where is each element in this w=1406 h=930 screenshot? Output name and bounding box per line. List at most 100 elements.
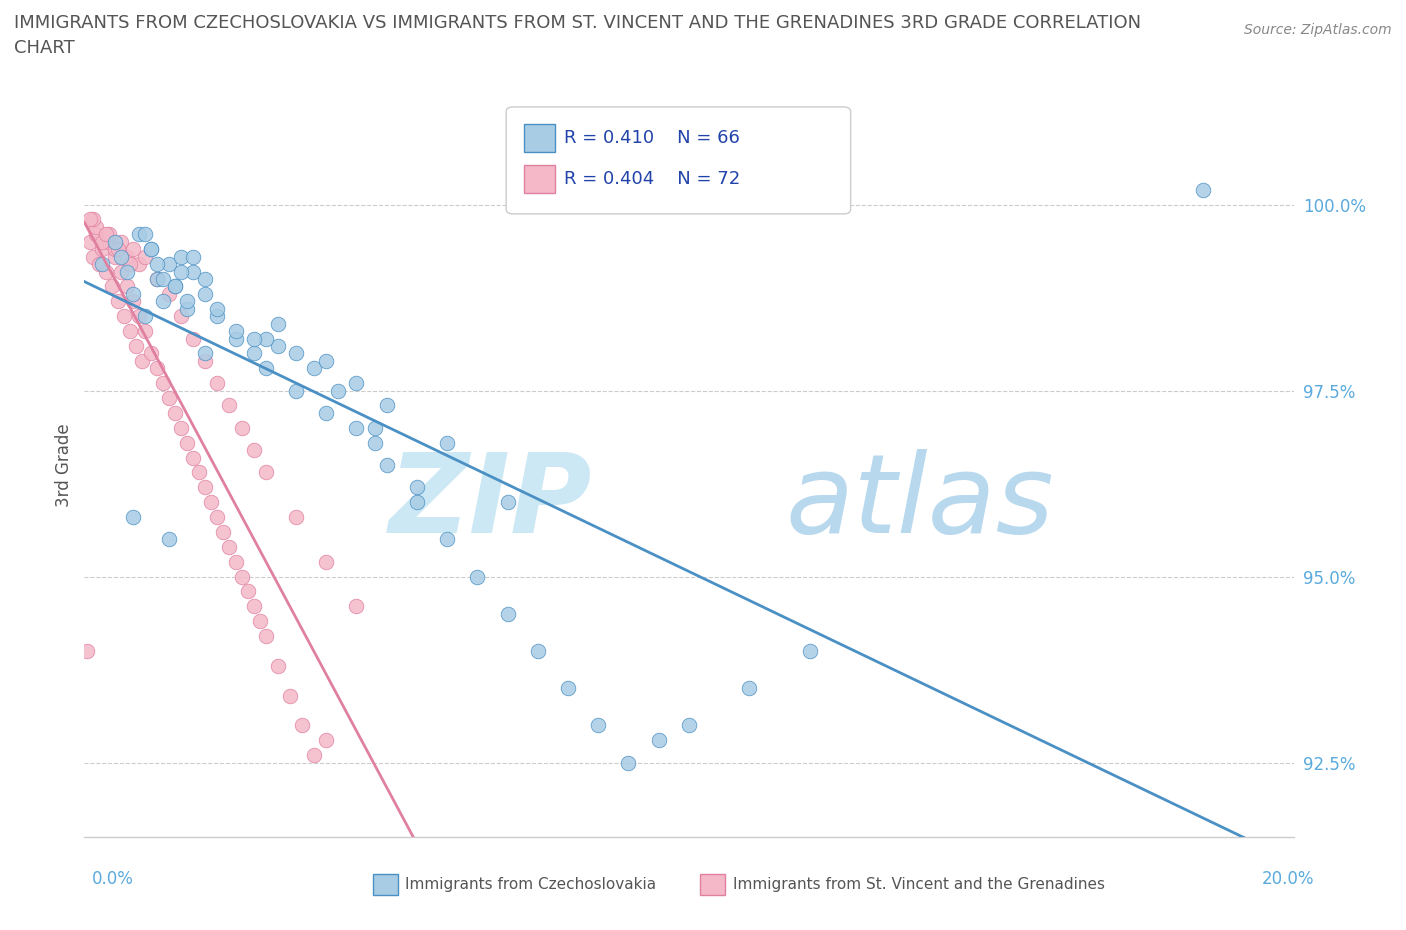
Point: [236, 584, 259, 599]
Point: [194, 480, 217, 495]
Point: [194, 272, 217, 286]
Point: [146, 361, 169, 376]
Point: [86, 219, 108, 234]
Point: [134, 309, 156, 324]
Point: [152, 376, 174, 391]
Point: [363, 435, 385, 450]
Point: [110, 264, 132, 279]
Point: [678, 718, 700, 733]
Text: Immigrants from Czechoslovakia: Immigrants from Czechoslovakia: [405, 877, 657, 892]
Point: [557, 681, 579, 696]
Point: [363, 420, 385, 435]
Point: [375, 458, 398, 472]
Text: CHART: CHART: [14, 39, 75, 57]
Point: [170, 309, 193, 324]
Text: Immigrants from St. Vincent and the Grenadines: Immigrants from St. Vincent and the Gren…: [733, 877, 1105, 892]
Point: [588, 718, 610, 733]
Point: [207, 510, 229, 525]
Point: [82, 212, 104, 227]
Point: [170, 264, 193, 279]
Point: [176, 301, 198, 316]
Point: [267, 658, 290, 673]
Point: [104, 249, 127, 264]
Point: [181, 450, 204, 465]
Point: [436, 532, 458, 547]
Text: atlas: atlas: [786, 448, 1054, 556]
Point: [315, 554, 337, 569]
Point: [139, 346, 162, 361]
Point: [112, 309, 135, 324]
Point: [194, 286, 217, 301]
Point: [207, 301, 229, 316]
Point: [285, 346, 308, 361]
Point: [176, 294, 198, 309]
Point: [100, 279, 122, 294]
Point: [104, 234, 127, 249]
Point: [139, 242, 162, 257]
Point: [225, 331, 247, 346]
Point: [152, 272, 174, 286]
Point: [134, 227, 156, 242]
Point: [254, 629, 277, 644]
Point: [225, 324, 247, 339]
Point: [648, 733, 671, 748]
Point: [496, 606, 519, 621]
Point: [157, 532, 180, 547]
Text: Source: ZipAtlas.com: Source: ZipAtlas.com: [1244, 23, 1392, 37]
Point: [134, 324, 156, 339]
Point: [146, 272, 169, 286]
Point: [315, 405, 337, 420]
Point: [121, 286, 143, 301]
Point: [86, 227, 108, 242]
Point: [231, 420, 253, 435]
Point: [89, 257, 111, 272]
Point: [315, 353, 337, 368]
Point: [165, 279, 187, 294]
Point: [285, 510, 308, 525]
Text: R = 0.404    N = 72: R = 0.404 N = 72: [564, 169, 740, 188]
Point: [139, 242, 162, 257]
Point: [118, 324, 141, 339]
Point: [207, 309, 229, 324]
Point: [82, 249, 104, 264]
Point: [79, 212, 101, 227]
Point: [231, 569, 253, 584]
Point: [165, 405, 187, 420]
Point: [617, 755, 640, 770]
Point: [97, 227, 120, 242]
Point: [194, 346, 217, 361]
Point: [496, 495, 519, 510]
Point: [242, 346, 264, 361]
Point: [146, 272, 169, 286]
Point: [254, 361, 277, 376]
Point: [91, 234, 114, 249]
Point: [212, 525, 235, 539]
Point: [302, 361, 325, 376]
Point: [218, 398, 240, 413]
Point: [121, 510, 143, 525]
Point: [278, 688, 301, 703]
Point: [152, 294, 174, 309]
Point: [115, 264, 138, 279]
Point: [375, 398, 398, 413]
Point: [76, 644, 98, 658]
Point: [134, 249, 156, 264]
Point: [128, 309, 150, 324]
Point: [207, 376, 229, 391]
Point: [125, 339, 148, 353]
Point: [110, 249, 132, 264]
Point: [254, 331, 277, 346]
Point: [91, 242, 114, 257]
Point: [346, 420, 368, 435]
Point: [738, 681, 761, 696]
Point: [194, 353, 217, 368]
Point: [181, 331, 204, 346]
Point: [131, 353, 153, 368]
Point: [146, 257, 169, 272]
Point: [176, 435, 198, 450]
Text: ZIP: ZIP: [388, 448, 592, 556]
Point: [157, 257, 180, 272]
Point: [107, 242, 129, 257]
Point: [200, 495, 222, 510]
Y-axis label: 3rd Grade: 3rd Grade: [55, 423, 73, 507]
